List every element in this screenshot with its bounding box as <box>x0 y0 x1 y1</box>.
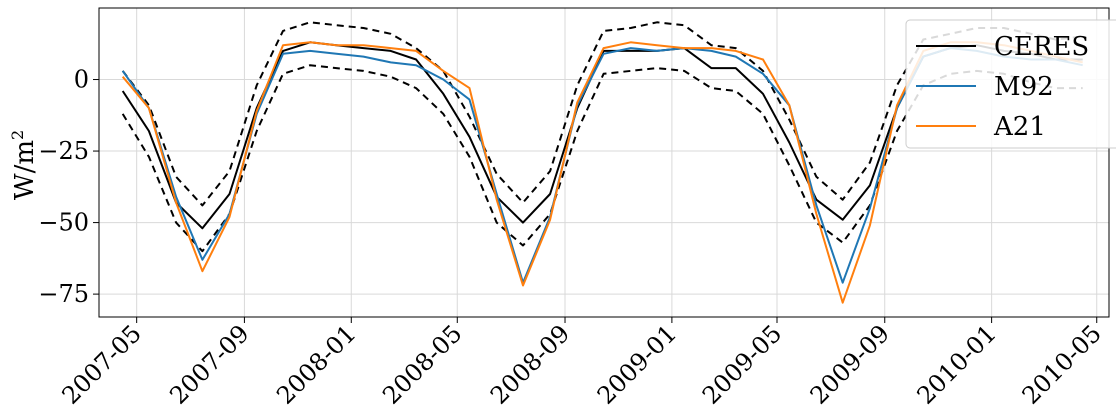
legend-label-ceres: CERES <box>994 32 1089 62</box>
grid-lines <box>99 8 1109 317</box>
y-tick-label: −50 <box>38 209 89 237</box>
x-tick-label: 2008-09 <box>485 319 575 409</box>
x-tick-label: 2009-05 <box>697 319 787 409</box>
x-axis: 2007-05 2007-09 2008-01 2008-05 2008-09 2009-… <box>57 317 1107 410</box>
y-axis-label: W/m2 <box>8 130 40 200</box>
x-tick-label: 2009-09 <box>805 319 895 409</box>
x-tick-label: 2010-05 <box>1017 319 1107 409</box>
y-axis: 0 −25 −50 −75 <box>38 66 99 308</box>
y-tick-label: 0 <box>74 66 89 94</box>
legend-label-m92: M92 <box>994 72 1054 102</box>
x-tick-label: 2010-01 <box>912 319 1002 409</box>
x-tick-label: 2008-05 <box>377 319 467 409</box>
x-tick-label: 2007-09 <box>164 319 254 409</box>
x-tick-label: 2007-05 <box>57 319 147 409</box>
legend-label-a21: A21 <box>993 112 1046 142</box>
y-tick-label: −75 <box>38 280 89 308</box>
y-tick-label: −25 <box>38 137 89 165</box>
x-tick-label: 2008-01 <box>271 319 361 409</box>
legend: CERES M92 A21 <box>905 19 1116 149</box>
legend-box <box>905 19 1116 149</box>
plot-frame <box>98 7 1110 318</box>
x-tick-label: 2009-01 <box>592 319 682 409</box>
